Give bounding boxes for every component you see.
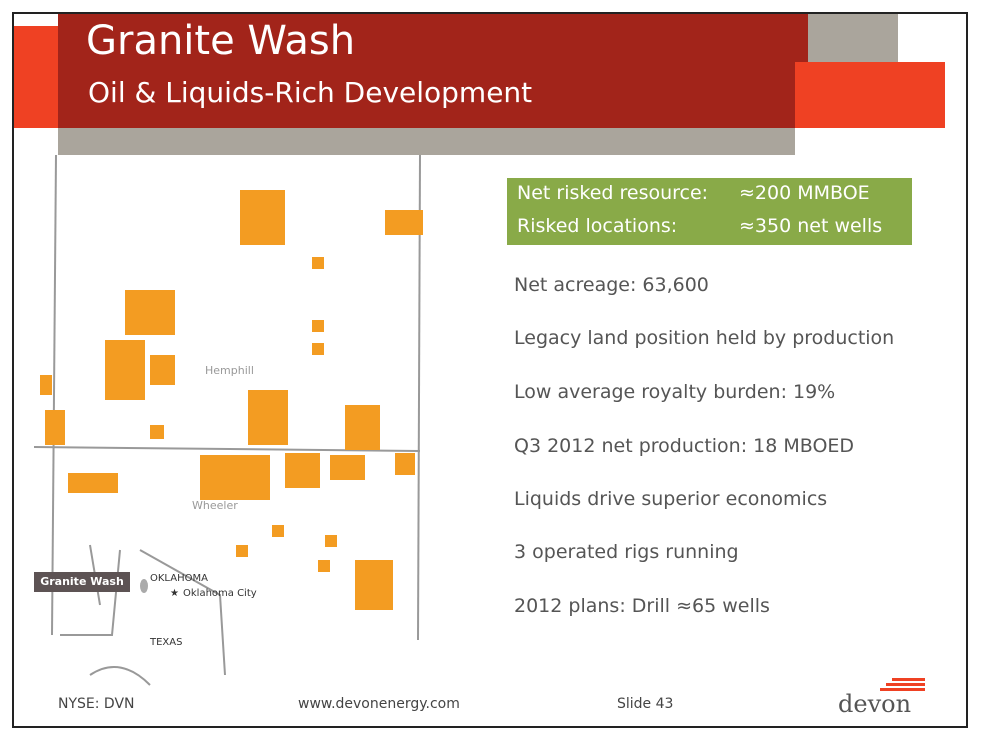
county-line	[33, 446, 421, 452]
header-band	[58, 14, 808, 128]
acreage	[395, 453, 415, 475]
acreage	[312, 343, 324, 355]
bullet: Q3 2012 net production: 18 MBOED	[514, 435, 855, 457]
acreage	[200, 455, 270, 500]
acreage	[272, 525, 284, 537]
acreage	[236, 545, 248, 557]
acreage	[150, 355, 175, 385]
acreage	[40, 375, 52, 395]
acreage	[105, 340, 145, 400]
map: Hemphill Wheeler Granite Wash OKLAHOMA O…	[33, 155, 423, 686]
acreage	[345, 405, 380, 450]
acreage	[385, 210, 423, 235]
inset-border	[60, 544, 226, 686]
header-accent	[808, 14, 898, 62]
county-line	[51, 155, 57, 636]
summary-value: ≈200 MMBOE	[739, 182, 870, 204]
summary-value: ≈350 net wells	[739, 215, 883, 237]
acreage	[45, 410, 65, 445]
slide-frame	[12, 12, 968, 728]
callout-box	[34, 572, 130, 592]
acreage	[125, 290, 175, 335]
footer-website: www.devonenergy.com	[298, 696, 460, 712]
header-accent	[795, 62, 945, 128]
bullet: Low average royalty burden: 19%	[514, 381, 836, 403]
summary-label: Risked locations:	[517, 215, 678, 237]
subtitle: Oil & Liquids-Rich Development	[88, 76, 533, 109]
bullet: 3 operated rigs running	[514, 541, 739, 563]
inset-label: OKLAHOMA	[150, 573, 208, 584]
acreage	[330, 455, 365, 480]
footer-slide: Slide 43	[617, 696, 674, 712]
acreage	[285, 453, 320, 488]
county-line	[417, 155, 421, 641]
bullet: Net acreage: 63,600	[514, 274, 709, 296]
inset-label: TEXAS	[149, 637, 182, 648]
acreage	[312, 320, 324, 332]
footer-ticker: NYSE: DVN	[58, 696, 135, 712]
header-underline	[58, 128, 795, 155]
header-accent	[14, 26, 58, 128]
acreage	[318, 560, 330, 572]
logo: devon	[838, 690, 912, 718]
acreage	[325, 535, 337, 547]
callout-label: Granite Wash	[40, 575, 124, 588]
acreage	[312, 257, 324, 269]
summary-box: Net risked resource: ≈200 MMBOE Risked l…	[507, 178, 912, 245]
bullet: 2012 plans: Drill ≈65 wells	[514, 595, 770, 617]
logo-mark	[880, 678, 925, 691]
summary-label: Net risked resource:	[517, 182, 709, 204]
callout-marker	[140, 579, 148, 593]
county-label: Hemphill	[205, 364, 254, 377]
acreage	[240, 190, 285, 245]
title: Granite Wash	[86, 18, 356, 64]
acreage	[68, 473, 118, 493]
acreage	[248, 390, 288, 445]
inset-label: Oklahoma City	[183, 588, 257, 599]
acreage	[150, 425, 164, 439]
city-star: ★	[170, 588, 179, 599]
acreage	[355, 560, 393, 610]
bullet: Liquids drive superior economics	[514, 488, 828, 510]
county-label: Wheeler	[192, 499, 238, 512]
bullet: Legacy land position held by production	[514, 327, 895, 349]
